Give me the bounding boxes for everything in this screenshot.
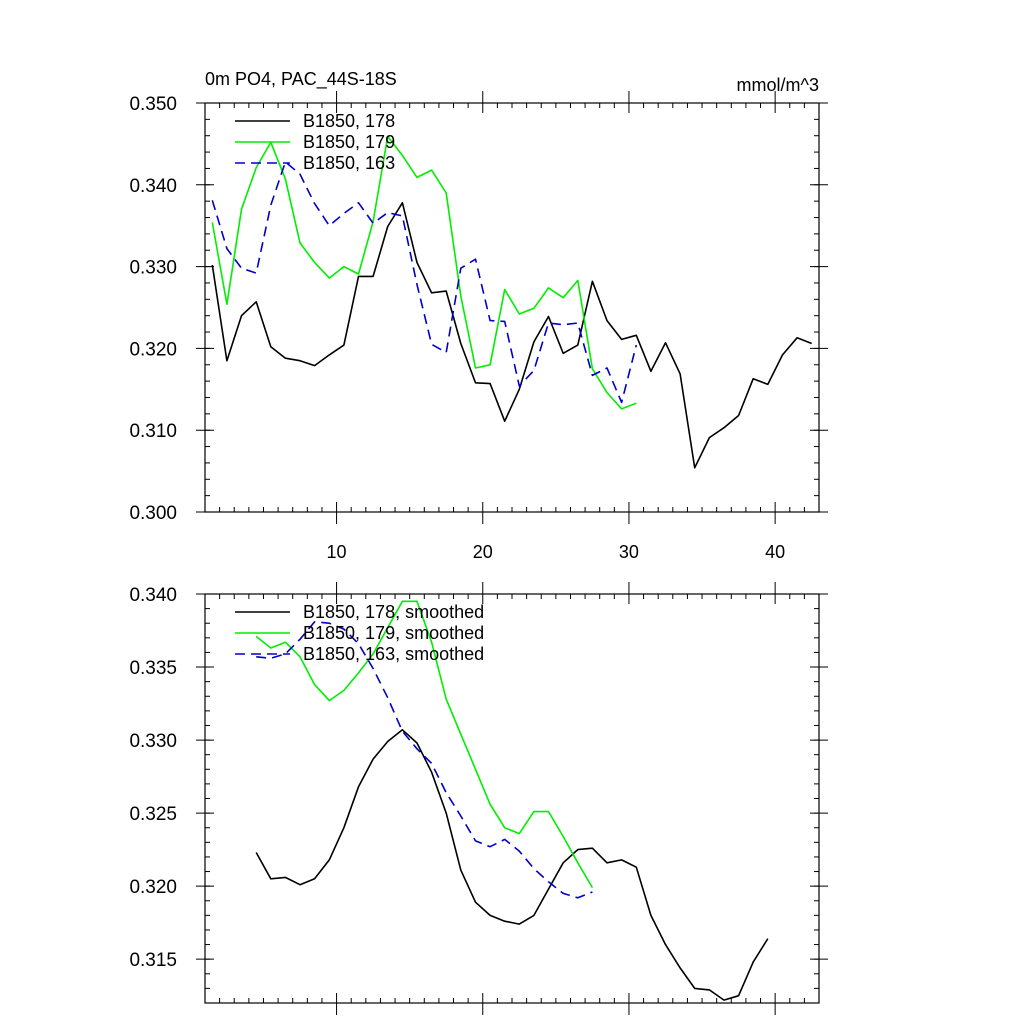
series-line-3 <box>211 161 638 404</box>
chart-panel-2: 0.315 0.320 0.325 0.330 0.335 0.340 B1850, 178… <box>129 582 828 1015</box>
chart-panel-1: 0m PO4, PAC_44S-18S mmol/m^3 10 20 30 40 0.300… <box>129 69 828 562</box>
legend-label-2: B1850, 179 <box>303 132 395 152</box>
units-label: mmol/m^3 <box>737 75 819 95</box>
chart-title: 0m PO4, PAC_44S-18S <box>205 69 397 90</box>
series-line-1 <box>211 202 812 469</box>
plot-frame <box>204 102 820 513</box>
x-tick-label: 10 <box>327 542 347 562</box>
y-tick-label: 0.315 <box>129 950 177 971</box>
x-tick-label: 20 <box>473 542 493 562</box>
series-line-3 <box>256 620 593 899</box>
legend-label-3: B1850, 163 <box>303 153 395 173</box>
y-tick-label: 0.320 <box>129 877 177 898</box>
y-tick-label: 0.330 <box>129 731 177 752</box>
legend-label-3: B1850, 163, smoothed <box>303 644 484 664</box>
legend-label-1: B1850, 178 <box>303 111 395 131</box>
x-tick-label: 40 <box>765 542 785 562</box>
y-tick-label: 0.325 <box>129 804 177 825</box>
x-tick-label: 30 <box>619 542 639 562</box>
legend-label-2: B1850, 179, smoothed <box>303 623 484 643</box>
series-line-2 <box>211 135 637 410</box>
y-tick-label: 0.350 <box>129 94 177 115</box>
y-tick-label: 0.340 <box>129 585 177 606</box>
y-tick-label: 0.335 <box>129 658 177 679</box>
series-line-2 <box>255 600 594 889</box>
y-tick-label: 0.310 <box>129 421 177 442</box>
y-tick-label: 0.300 <box>129 503 177 524</box>
plot-frame <box>204 593 820 1004</box>
series-line-1 <box>255 728 769 1001</box>
legend-label-1: B1850, 178, smoothed <box>303 602 484 622</box>
y-tick-label: 0.330 <box>129 258 177 279</box>
y-tick-label: 0.340 <box>129 176 177 197</box>
y-tick-label: 0.320 <box>129 339 177 360</box>
